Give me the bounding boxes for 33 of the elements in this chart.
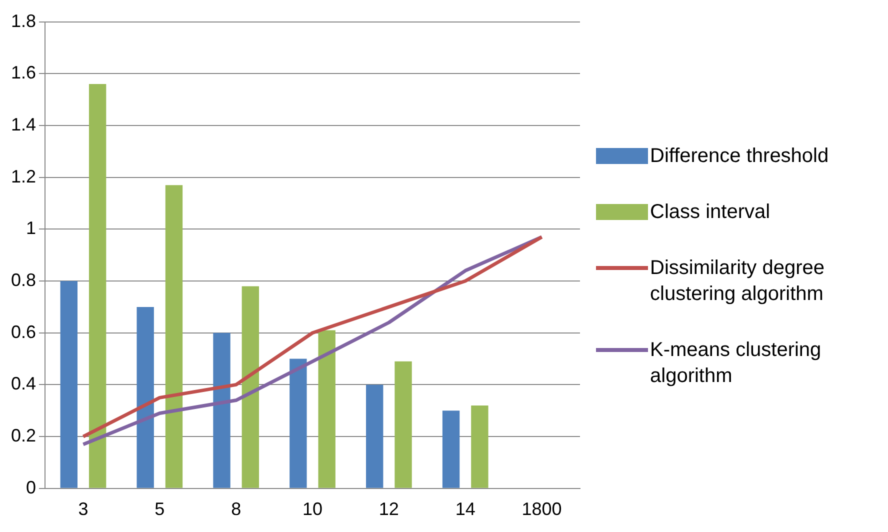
y-tick-label: 1.4 <box>10 114 36 134</box>
y-tick-label: 0.4 <box>10 374 36 394</box>
bar <box>290 358 307 488</box>
x-tick-label: 1800 <box>522 499 562 520</box>
y-tick-label: 1 <box>26 218 36 238</box>
bar <box>471 405 488 488</box>
y-tick-label: 0.2 <box>10 426 36 446</box>
bar <box>366 384 384 488</box>
x-tick-label: 14 <box>455 499 476 520</box>
bar <box>60 281 78 488</box>
x-tick-label: 3 <box>78 499 88 520</box>
bar <box>88 84 106 488</box>
y-tick-label: 0 <box>26 477 36 498</box>
y-tick-label: 0.6 <box>10 322 36 342</box>
x-tick-label: 8 <box>231 499 242 520</box>
y-tick-label: 1.8 <box>10 10 36 31</box>
bar <box>442 410 460 488</box>
bar <box>318 330 336 488</box>
y-tick-label: 1.2 <box>10 166 36 186</box>
legend-label: Class interval <box>650 200 770 225</box>
y-tick-label: 1.6 <box>10 62 36 83</box>
bar <box>213 332 230 488</box>
legend-label: Difference threshold <box>650 144 829 169</box>
bar <box>242 286 260 488</box>
bar <box>165 185 183 488</box>
y-tick-label: 0.8 <box>10 270 36 290</box>
x-tick-label: 10 <box>302 499 323 520</box>
bar <box>394 361 412 488</box>
x-tick-label: 12 <box>378 499 399 520</box>
x-tick-label: 5 <box>154 499 165 520</box>
bar <box>136 306 154 488</box>
legend-label: Dissimilarity degree clustering algorithm <box>650 256 826 307</box>
legend-label: K-means clustering algorithm <box>650 338 822 389</box>
